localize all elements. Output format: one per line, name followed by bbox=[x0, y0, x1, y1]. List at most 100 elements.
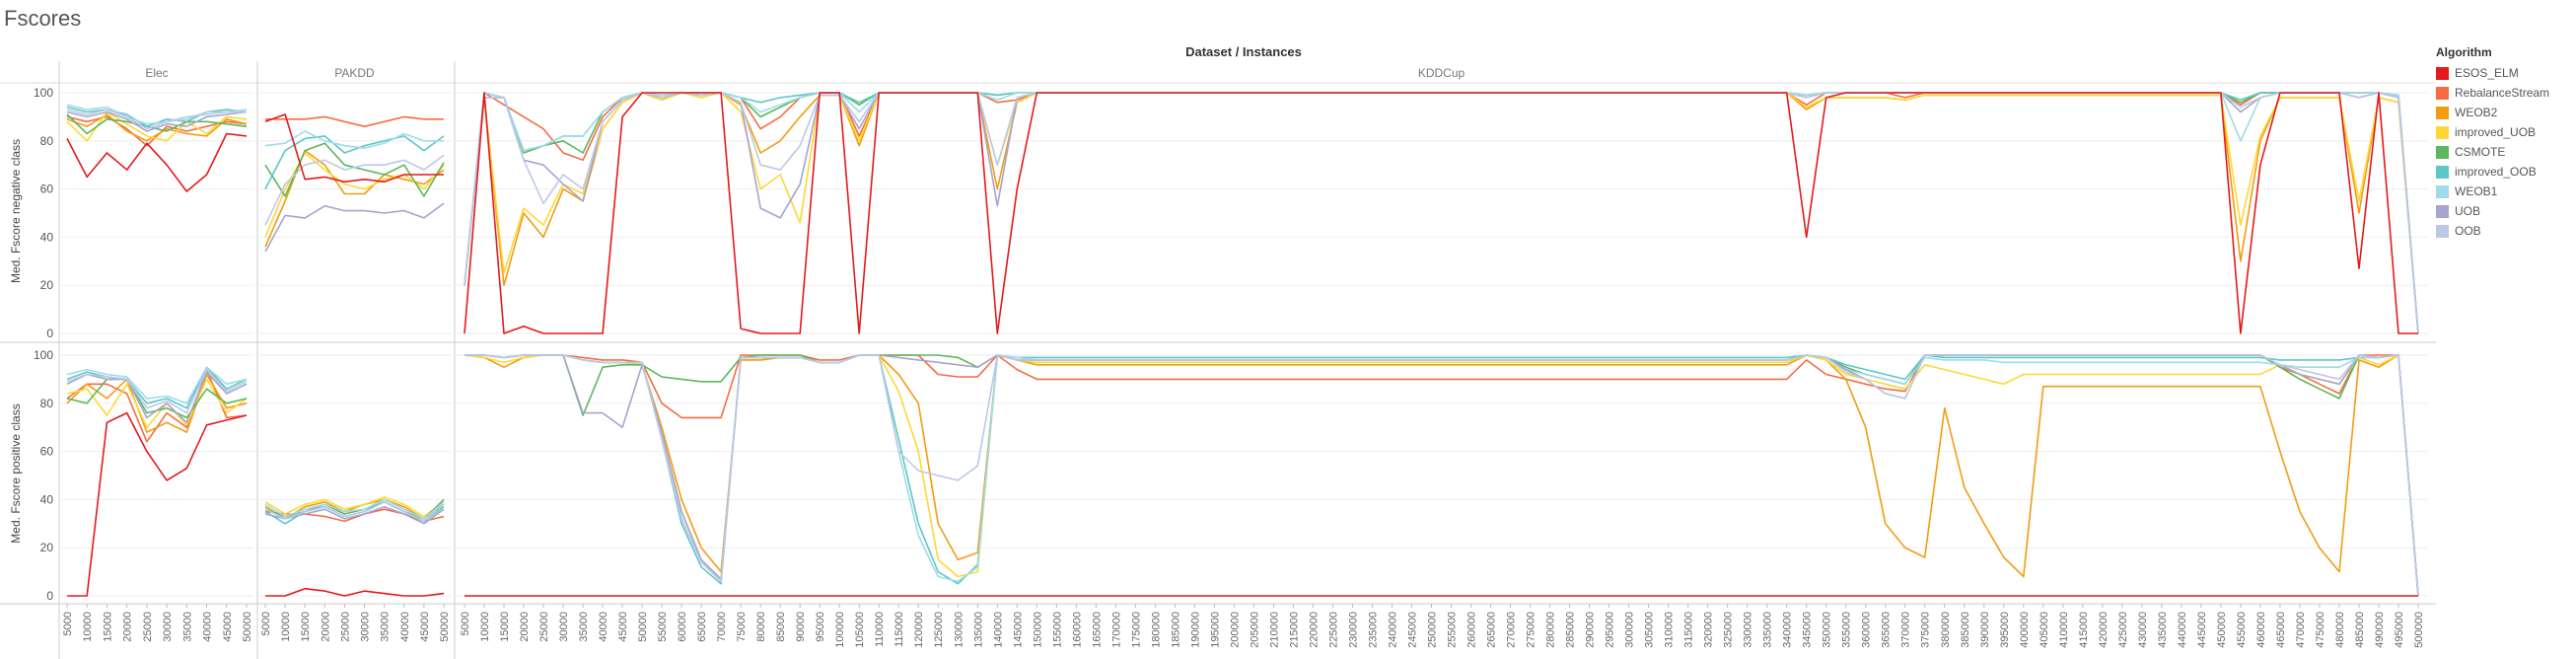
x-tick-label: 215000 bbox=[1288, 612, 1300, 648]
x-tick-label: 390000 bbox=[1979, 612, 1991, 648]
x-tick-label: 50000 bbox=[242, 612, 253, 642]
page-title: Fscores bbox=[4, 6, 82, 31]
x-tick-label: 395000 bbox=[1999, 612, 2011, 648]
series-line-improved-oob bbox=[464, 92, 2419, 334]
series-line-weob2 bbox=[464, 354, 2419, 597]
x-tick-label: 90000 bbox=[795, 612, 807, 642]
x-tick-label: 300000 bbox=[1624, 612, 1636, 648]
x-tick-label: 435000 bbox=[2157, 612, 2169, 648]
x-tick-label: 50000 bbox=[439, 612, 451, 642]
x-tick-label: 145000 bbox=[1012, 612, 1024, 648]
x-tick-label: 255000 bbox=[1447, 612, 1459, 648]
x-tick-label: 20000 bbox=[320, 612, 331, 642]
x-tick-label: 45000 bbox=[222, 612, 234, 642]
legend-swatch bbox=[2436, 224, 2449, 238]
x-tick-label: 100000 bbox=[834, 612, 846, 648]
x-tick-label: 360000 bbox=[1861, 612, 1873, 648]
series-line-csmote bbox=[464, 92, 2419, 334]
y-tick-label: 60 bbox=[40, 183, 54, 196]
series-line-oob bbox=[66, 109, 247, 130]
series-line-oob bbox=[464, 92, 2419, 334]
x-tick-label: 120000 bbox=[913, 612, 925, 648]
y-tick-label: 100 bbox=[34, 348, 53, 362]
x-tick-label: 375000 bbox=[1920, 612, 1932, 648]
x-tick-label: 200000 bbox=[1229, 612, 1241, 648]
series-line-oob bbox=[264, 154, 445, 226]
legend-swatch bbox=[2436, 165, 2449, 179]
legend-label: ESOS_ELM bbox=[2455, 66, 2519, 80]
x-tick-label: 290000 bbox=[1585, 612, 1597, 648]
x-tick-label: 485000 bbox=[2354, 612, 2366, 648]
legend-item: CSMOTE bbox=[2436, 142, 2574, 162]
x-tick-label: 205000 bbox=[1249, 612, 1260, 648]
x-tick-label: 20000 bbox=[122, 612, 134, 642]
series-line-uob bbox=[464, 92, 2419, 334]
x-tick-label: 500000 bbox=[2413, 612, 2425, 648]
x-tick-label: 475000 bbox=[2315, 612, 2326, 648]
x-tick-label: 385000 bbox=[1960, 612, 1971, 648]
panel-header: KDDCup bbox=[1418, 66, 1466, 80]
series-line-csmote bbox=[264, 142, 445, 197]
x-tick-label: 85000 bbox=[775, 612, 787, 642]
x-tick-label: 420000 bbox=[2098, 612, 2110, 648]
legend-item: RebalanceStream bbox=[2436, 83, 2574, 103]
x-tick-label: 480000 bbox=[2334, 612, 2346, 648]
x-tick-label: 470000 bbox=[2295, 612, 2307, 648]
x-tick-label: 125000 bbox=[933, 612, 945, 648]
series-line-weob2 bbox=[464, 92, 2419, 334]
series-line-improved-oob bbox=[66, 366, 248, 409]
series-line-uob bbox=[66, 371, 248, 424]
legend-label: RebalanceStream bbox=[2455, 86, 2550, 100]
x-tick-label: 95000 bbox=[815, 612, 826, 642]
series-line-weob1 bbox=[264, 498, 445, 520]
series-line-rebalancestream bbox=[265, 115, 444, 127]
series-line-rebalancestream bbox=[465, 354, 2419, 597]
x-tick-label: 410000 bbox=[2058, 612, 2070, 648]
x-tick-label: 330000 bbox=[1743, 612, 1754, 648]
x-tick-label: 130000 bbox=[953, 612, 965, 648]
y-tick-label: 20 bbox=[40, 541, 54, 554]
x-tick-label: 5000 bbox=[460, 612, 471, 635]
legend-title: Algorithm bbox=[2436, 45, 2492, 59]
legend-item: WEOB1 bbox=[2436, 182, 2574, 201]
series-line-weob1 bbox=[66, 366, 248, 404]
x-tick-label: 40000 bbox=[598, 612, 609, 642]
x-tick-label: 40000 bbox=[202, 612, 214, 642]
chart: Dataset / Instances Med. Fscore negative … bbox=[0, 44, 2436, 659]
y-tick-label: 80 bbox=[40, 397, 54, 410]
legend-items: ESOS_ELM RebalanceStream WEOB2 improved_UOB… bbox=[2436, 63, 2574, 241]
legend-label: improved_UOB bbox=[2455, 125, 2537, 139]
x-tick-label: 305000 bbox=[1644, 612, 1656, 648]
y-tick-label: 80 bbox=[40, 134, 54, 148]
series-line-uob bbox=[66, 110, 248, 132]
x-tick-label: 80000 bbox=[755, 612, 767, 642]
x-tick-label: 30000 bbox=[360, 612, 372, 642]
y-tick-label: 40 bbox=[40, 230, 54, 244]
x-tick-label: 40000 bbox=[399, 612, 411, 642]
y-tick-label: 0 bbox=[46, 589, 53, 603]
series-line-esos-elm bbox=[265, 587, 445, 597]
legend-swatch bbox=[2436, 204, 2449, 218]
series-line-improved-uob bbox=[464, 354, 2419, 597]
column-header: Dataset / Instances bbox=[1185, 44, 1302, 59]
x-tick-label: 10000 bbox=[479, 612, 491, 642]
series-line-esos-elm bbox=[264, 113, 444, 183]
x-tick-label: 150000 bbox=[1032, 612, 1043, 648]
x-tick-label: 490000 bbox=[2374, 612, 2386, 648]
legend-label: improved_OOB bbox=[2455, 165, 2537, 179]
x-tick-label: 25000 bbox=[142, 612, 154, 642]
x-tick-label: 10000 bbox=[82, 612, 94, 642]
x-tick-label: 195000 bbox=[1209, 612, 1221, 648]
x-tick-label: 140000 bbox=[992, 612, 1004, 648]
legend-item: WEOB2 bbox=[2436, 103, 2574, 122]
x-tick-label: 105000 bbox=[854, 612, 866, 648]
x-tick-label: 245000 bbox=[1406, 612, 1418, 648]
x-tick-label: 450000 bbox=[2216, 612, 2228, 648]
x-tick-label: 440000 bbox=[2177, 612, 2188, 648]
x-tick-label: 405000 bbox=[2039, 612, 2050, 648]
x-tick-label: 75000 bbox=[736, 612, 748, 642]
x-tick-label: 455000 bbox=[2236, 612, 2248, 648]
x-tick-label: 65000 bbox=[696, 612, 708, 642]
legend-swatch bbox=[2436, 86, 2449, 100]
x-tick-label: 35000 bbox=[181, 612, 193, 642]
